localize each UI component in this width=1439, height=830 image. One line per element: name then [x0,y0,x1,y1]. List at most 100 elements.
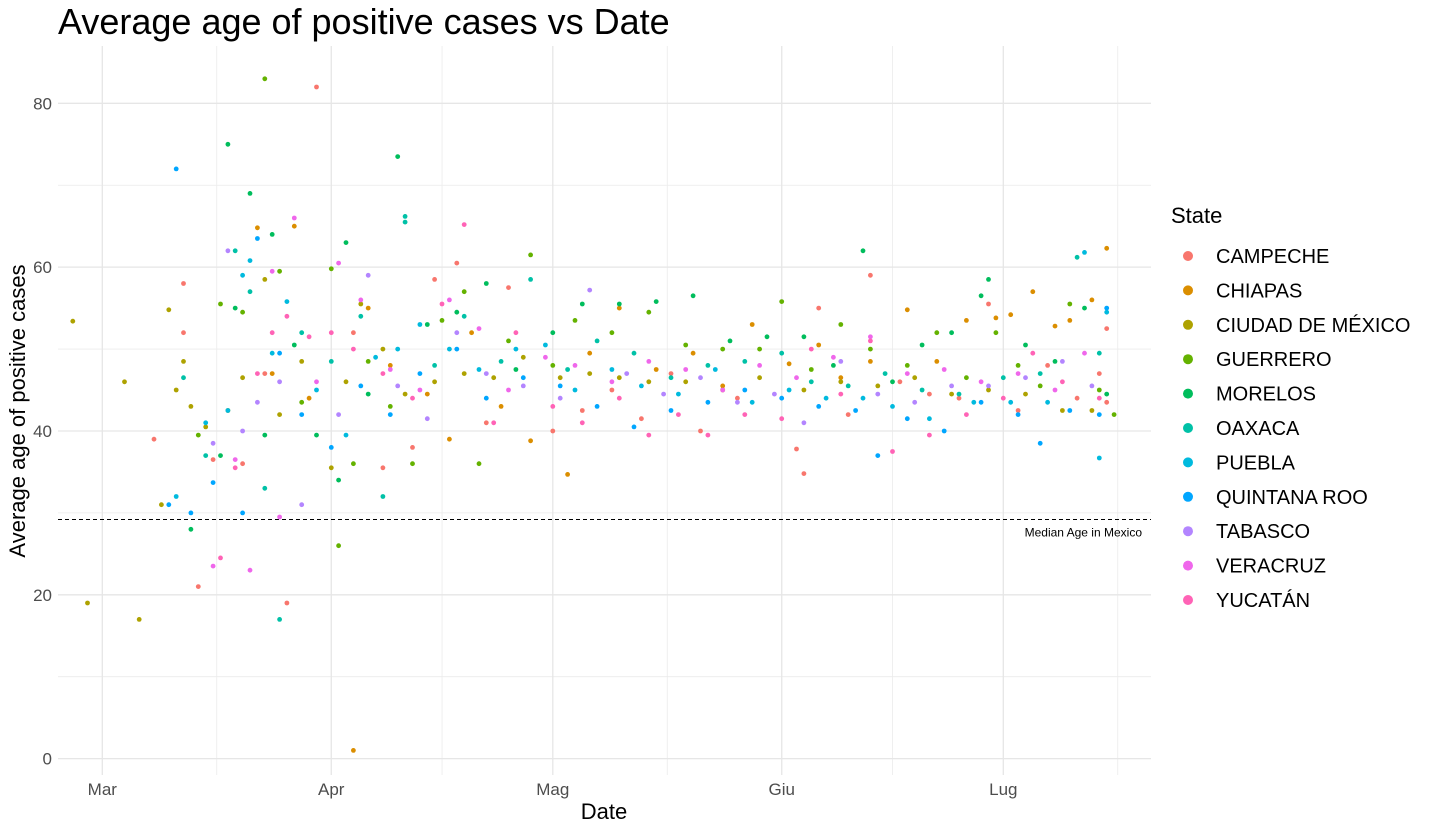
data-point [956,391,962,397]
data-point [365,391,371,397]
data-point [875,383,881,389]
data-point [476,461,482,467]
data-point [587,350,593,356]
data-point [572,363,578,368]
data-point [203,424,209,430]
data-point [801,420,807,426]
data-point [181,281,186,286]
data-point [351,461,356,467]
data-point [255,399,260,405]
data-point [690,293,696,299]
legend-key [1183,354,1193,365]
data-point [306,395,312,401]
data-point [255,225,260,231]
data-point [772,391,777,397]
data-point [779,395,785,401]
data-point [358,301,364,307]
data-point [373,354,378,360]
legend-label: YUCATÁN [1216,589,1310,612]
data-point [299,399,305,405]
data-point [240,309,246,315]
data-point [1060,379,1065,385]
data-point [661,391,666,397]
data-point [387,412,393,417]
data-point [1000,395,1006,401]
data-point [181,330,186,336]
data-point [218,301,223,307]
data-point [986,387,991,393]
data-point [934,330,940,336]
data-point [284,299,290,304]
data-point [314,84,319,90]
data-point [218,555,223,561]
data-point [232,305,238,311]
data-point [742,359,748,364]
data-point [1060,408,1065,413]
data-point [609,387,615,393]
data-point [808,379,814,385]
data-point [868,346,873,352]
data-point [1067,408,1073,413]
data-point [609,379,615,385]
data-point [498,404,504,409]
data-point [1111,412,1117,417]
data-point [639,416,644,422]
x-tick-label: Mar [88,780,118,799]
data-point [343,379,349,385]
data-point [919,342,925,348]
data-point [1052,323,1058,329]
data-point [277,350,282,356]
data-point [380,494,386,499]
data-point [1023,342,1028,348]
data-point [506,387,511,393]
legend-title: State [1171,203,1222,228]
data-point [631,424,637,430]
data-point [705,363,711,368]
data-point [705,399,711,405]
data-point [277,514,282,520]
data-point [491,375,497,381]
data-point [240,461,246,467]
data-point [676,412,681,417]
data-point [269,232,275,237]
data-point [764,334,770,340]
data-point [513,330,519,336]
data-point [410,461,415,467]
data-point [417,371,423,376]
data-point [299,412,305,417]
data-point [424,391,430,397]
data-point [520,383,526,389]
data-point [941,367,947,372]
data-point [277,412,282,417]
data-point [210,563,216,569]
data-point [1104,326,1110,331]
data-point [461,313,467,319]
data-point [757,375,762,381]
data-point [698,428,703,434]
data-point [735,399,740,405]
y-tick-label: 0 [43,750,52,769]
data-point [402,391,408,397]
data-point [461,371,467,376]
data-point [483,395,489,401]
data-point [454,309,460,315]
data-point [904,307,910,313]
data-point [203,453,209,458]
data-point [277,379,282,385]
data-point [646,309,652,315]
data-point [410,445,415,450]
data-point [749,399,755,405]
data-point [1074,254,1080,260]
data-point [808,346,814,352]
data-point [986,383,991,389]
data-point [432,363,437,368]
data-point [469,330,474,336]
data-point [1104,245,1110,251]
data-point [720,383,726,389]
data-point [1015,412,1021,417]
data-point [838,322,844,327]
data-point [188,526,194,532]
data-point [299,359,305,364]
data-point [343,432,349,438]
data-point [262,277,268,282]
